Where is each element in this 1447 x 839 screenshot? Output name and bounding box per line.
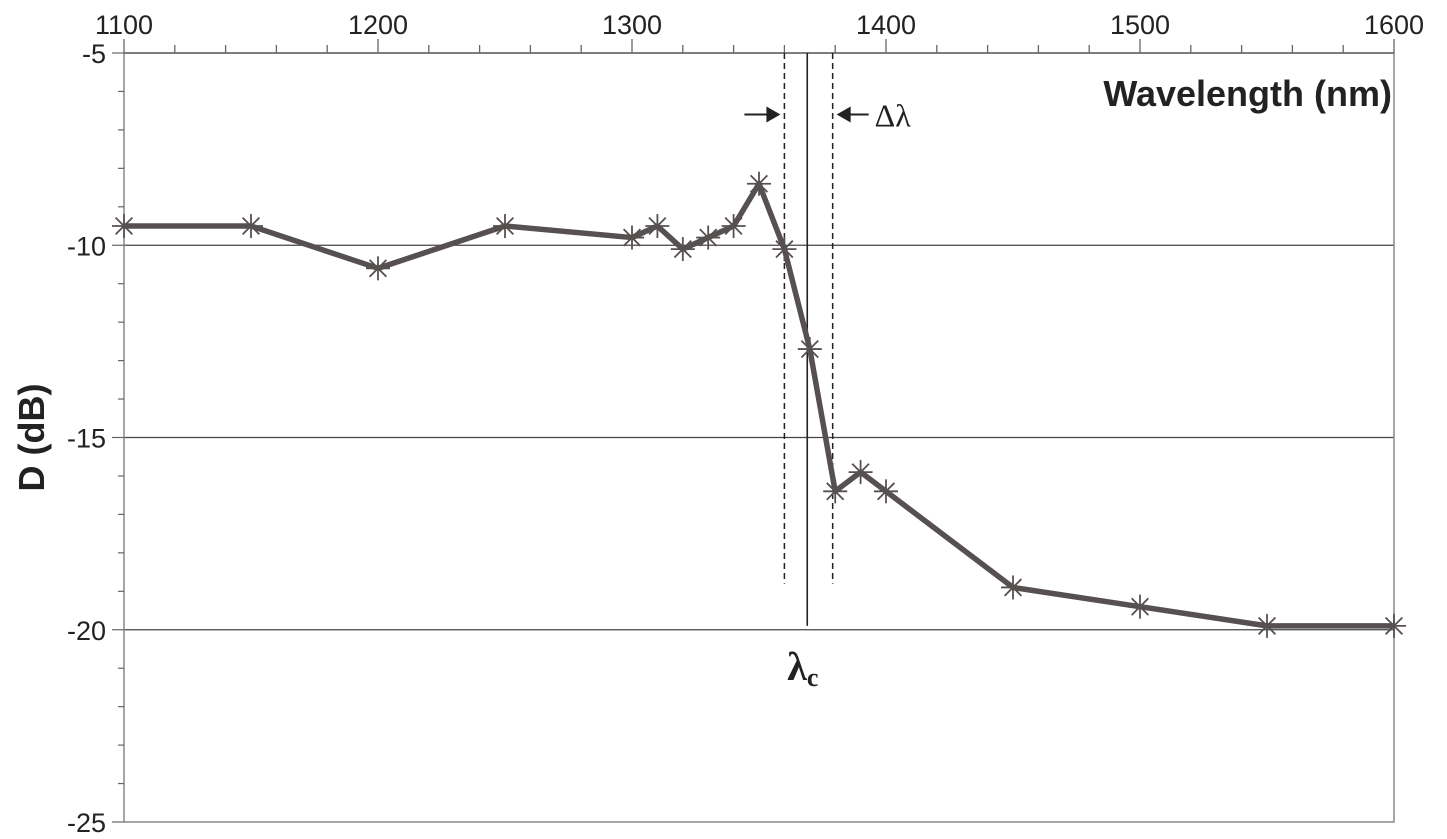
data-point-marker — [493, 214, 517, 239]
data-point-marker — [747, 171, 771, 196]
data-point-marker — [620, 225, 644, 250]
data-point-marker — [1382, 613, 1406, 638]
data-point-marker — [772, 237, 797, 262]
y-tick-label: -20 — [67, 616, 106, 646]
axis-ticks: 1100 1200 1300 1400 1500 1600 -5 -10 -15 -20 -25 — [67, 10, 1424, 838]
data-point-marker — [848, 460, 873, 485]
x-tick-label: 1500 — [1110, 10, 1170, 40]
data-point-marker — [645, 214, 670, 239]
data-point-marker — [366, 256, 390, 281]
grid-lines — [124, 244, 1394, 631]
x-tick-label: 1300 — [602, 10, 662, 40]
data-point-marker — [696, 225, 721, 250]
arrow-right-head — [766, 106, 781, 123]
y-axis-title: D (dB) — [11, 384, 52, 492]
x-tick-label: 1200 — [348, 10, 408, 40]
y-tick-label: -15 — [67, 424, 106, 454]
lambda-c-label: λc — [787, 644, 818, 692]
y-tick-label: -5 — [82, 39, 106, 69]
data-point-marker — [1255, 613, 1279, 638]
data-point-marker — [823, 479, 848, 504]
y-tick-label: -25 — [67, 808, 106, 838]
data-point-marker — [797, 337, 822, 362]
data-point-marker — [670, 237, 695, 262]
delta-lambda-label: Δλ — [875, 98, 912, 134]
arrow-left-head — [836, 106, 851, 123]
lambda-c-subscript: c — [807, 663, 819, 692]
annotations: Δλ λc — [744, 53, 911, 692]
y-tick-label: -10 — [67, 231, 106, 261]
data-point-marker — [239, 214, 263, 239]
x-tick-label: 1600 — [1364, 10, 1424, 40]
data-point-marker — [1001, 575, 1025, 600]
series — [112, 171, 1406, 638]
series-line — [124, 180, 1394, 629]
data-point-marker — [1128, 594, 1152, 619]
data-point-marker — [721, 214, 746, 239]
x-axis-title: Wavelength (nm) — [1103, 73, 1392, 114]
data-point-marker — [112, 214, 136, 239]
data-point-marker — [874, 479, 898, 504]
x-tick-label: 1400 — [856, 10, 916, 40]
x-tick-label: 1100 — [95, 10, 153, 40]
